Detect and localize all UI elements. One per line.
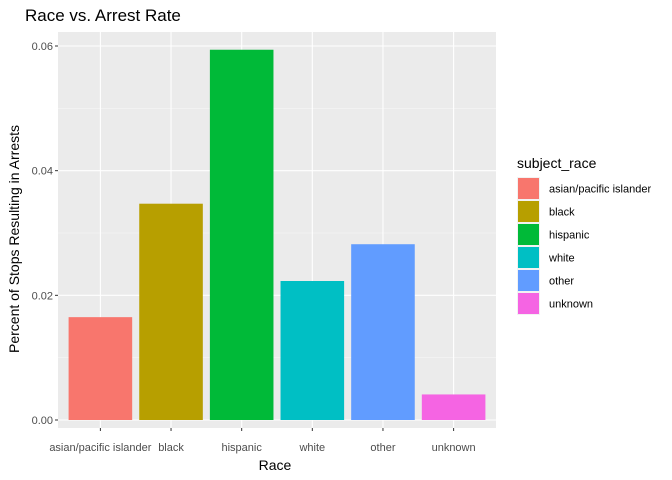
bar-white <box>280 280 345 420</box>
bar-unknown <box>421 394 486 420</box>
x-tick-label: asian/pacific islander <box>49 442 151 454</box>
bar-asian-pacific-islander <box>68 317 133 420</box>
bar-hispanic <box>209 49 274 421</box>
legend-label: asian/pacific islander <box>549 184 651 196</box>
x-tick-label: other <box>370 442 395 454</box>
legend-swatch <box>518 270 539 291</box>
legend-swatch <box>518 178 539 199</box>
legend-swatch <box>518 201 539 222</box>
y-tick-label: 0.00 <box>32 415 53 427</box>
legend: subject_race asian/pacific islander black… <box>517 155 651 315</box>
legend-label: hispanic <box>549 230 590 242</box>
legend-label: other <box>549 276 574 288</box>
y-tick-label: 0.02 <box>32 290 53 302</box>
x-tick-label: hispanic <box>221 442 262 454</box>
bar-black <box>139 203 203 420</box>
x-tick-label: white <box>298 442 325 454</box>
x-tick-label: black <box>158 442 184 454</box>
y-tick-label: 0.06 <box>32 41 53 53</box>
bar-other <box>351 244 415 420</box>
legend-swatch <box>518 247 539 268</box>
legend-label: white <box>548 253 575 265</box>
y-axis-title: Percent of Stops Resulting in Arrests <box>6 125 22 353</box>
bars <box>68 49 486 421</box>
legend-swatch <box>518 224 539 245</box>
legend-label: unknown <box>549 299 593 311</box>
legend-label: black <box>549 207 575 219</box>
x-axis-ticks: asian/pacific islander black hispanic white… <box>49 428 476 454</box>
x-axis-title: Race <box>259 457 292 473</box>
y-tick-label: 0.04 <box>32 166 53 178</box>
legend-swatch <box>518 293 539 314</box>
chart-title: Race vs. Arrest Rate <box>25 6 181 25</box>
x-tick-label: unknown <box>432 442 476 454</box>
legend-title: subject_race <box>517 155 597 171</box>
y-axis-ticks: 0.00 0.02 0.04 0.06 <box>32 41 58 427</box>
